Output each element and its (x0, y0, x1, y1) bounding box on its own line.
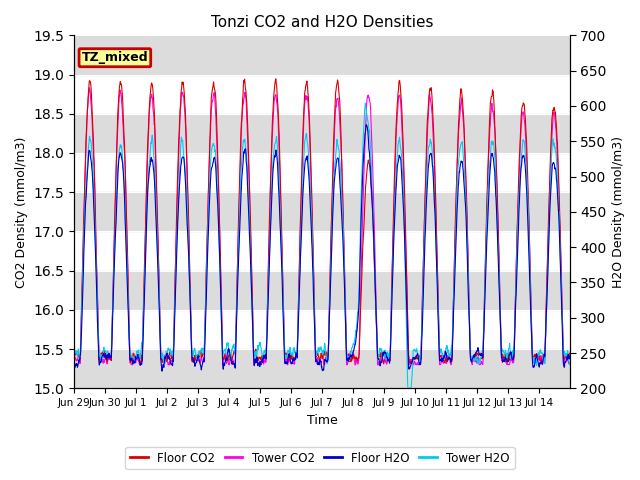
Tower H2O (308, 239, 316, 245)
Tower CO2 (560, 359, 568, 365)
Tower H2O (566, 362, 573, 368)
Floor H2O (300, 183, 307, 189)
Bar (74, 114, 570, 153)
Floor CO2 (309, 246, 317, 252)
Tower CO2 (309, 247, 317, 252)
Floor CO2 (300, 111, 307, 117)
Tower CO2 (566, 361, 573, 367)
Floor CO2 (560, 357, 568, 362)
Floor H2O (158, 368, 166, 374)
Floor CO2 (272, 76, 280, 82)
Bar (74, 36, 570, 74)
Bar (74, 192, 570, 231)
Tower H2O (560, 350, 568, 356)
Tower H2O (439, 351, 447, 357)
Tower H2O (362, 100, 369, 106)
Tower CO2 (439, 359, 447, 365)
Floor H2O (439, 358, 447, 364)
Tower H2O (511, 306, 519, 312)
Line: Floor CO2: Floor CO2 (74, 79, 570, 364)
Floor H2O (362, 122, 370, 128)
Tower H2O (70, 346, 78, 351)
Line: Tower CO2: Tower CO2 (74, 88, 570, 365)
X-axis label: Time: Time (307, 414, 337, 427)
Floor H2O (511, 306, 519, 312)
Floor H2O (70, 362, 78, 368)
Y-axis label: H2O Density (mmol/m3): H2O Density (mmol/m3) (612, 136, 625, 288)
Tower CO2 (70, 357, 78, 362)
Legend: Floor CO2, Tower CO2, Floor H2O, Tower H2O: Floor CO2, Tower CO2, Floor H2O, Tower H… (125, 447, 515, 469)
Floor H2O (560, 362, 568, 368)
Floor H2O (566, 353, 573, 359)
Floor CO2 (439, 357, 447, 362)
Tower CO2 (148, 95, 156, 100)
Y-axis label: CO2 Density (mmol/m3): CO2 Density (mmol/m3) (15, 136, 28, 288)
Floor H2O (309, 265, 317, 271)
Floor CO2 (511, 298, 519, 303)
Tower CO2 (300, 120, 307, 126)
Floor CO2 (70, 354, 78, 360)
Tower H2O (404, 385, 412, 391)
Tower CO2 (86, 85, 93, 91)
Text: TZ_mixed: TZ_mixed (81, 51, 148, 64)
Bar (74, 349, 570, 388)
Floor CO2 (148, 82, 156, 87)
Line: Tower H2O: Tower H2O (74, 103, 570, 388)
Bar (74, 271, 570, 310)
Tower CO2 (127, 362, 135, 368)
Line: Floor H2O: Floor H2O (74, 125, 570, 371)
Floor CO2 (137, 361, 145, 367)
Floor CO2 (566, 350, 573, 356)
Title: Tonzi CO2 and H2O Densities: Tonzi CO2 and H2O Densities (211, 15, 433, 30)
Floor H2O (148, 157, 156, 163)
Tower H2O (299, 173, 307, 179)
Tower CO2 (511, 298, 519, 304)
Tower H2O (148, 137, 156, 143)
